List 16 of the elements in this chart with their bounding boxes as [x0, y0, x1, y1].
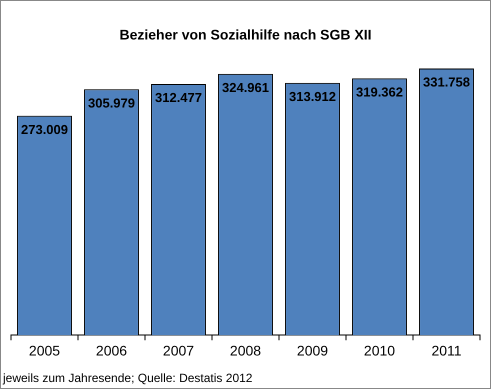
x-tick-label: 2007	[162, 342, 194, 358]
data-label: 273.009	[21, 122, 68, 137]
x-tick-label: 2005	[28, 342, 60, 358]
chart-title: Bezieher von Sozialhilfe nach SGB XII	[119, 26, 372, 42]
data-label: 305.979	[88, 95, 135, 110]
x-tick-label: 2009	[296, 342, 328, 358]
text: jeweils zum Jahresende; Quelle: Destatis 2012	[3, 371, 252, 385]
x-tick-label: 2006	[96, 342, 128, 358]
data-label: 312.477	[155, 90, 202, 106]
data-label: 313.912	[289, 88, 336, 104]
x-tick-label: 2008	[230, 342, 262, 358]
data-label: 324.961	[222, 80, 269, 96]
x-tick-label: 2011	[431, 342, 462, 358]
data-label: 331.758	[423, 74, 470, 90]
x-tick-label: 2010	[364, 342, 396, 358]
data-label: 319.362	[356, 84, 403, 100]
